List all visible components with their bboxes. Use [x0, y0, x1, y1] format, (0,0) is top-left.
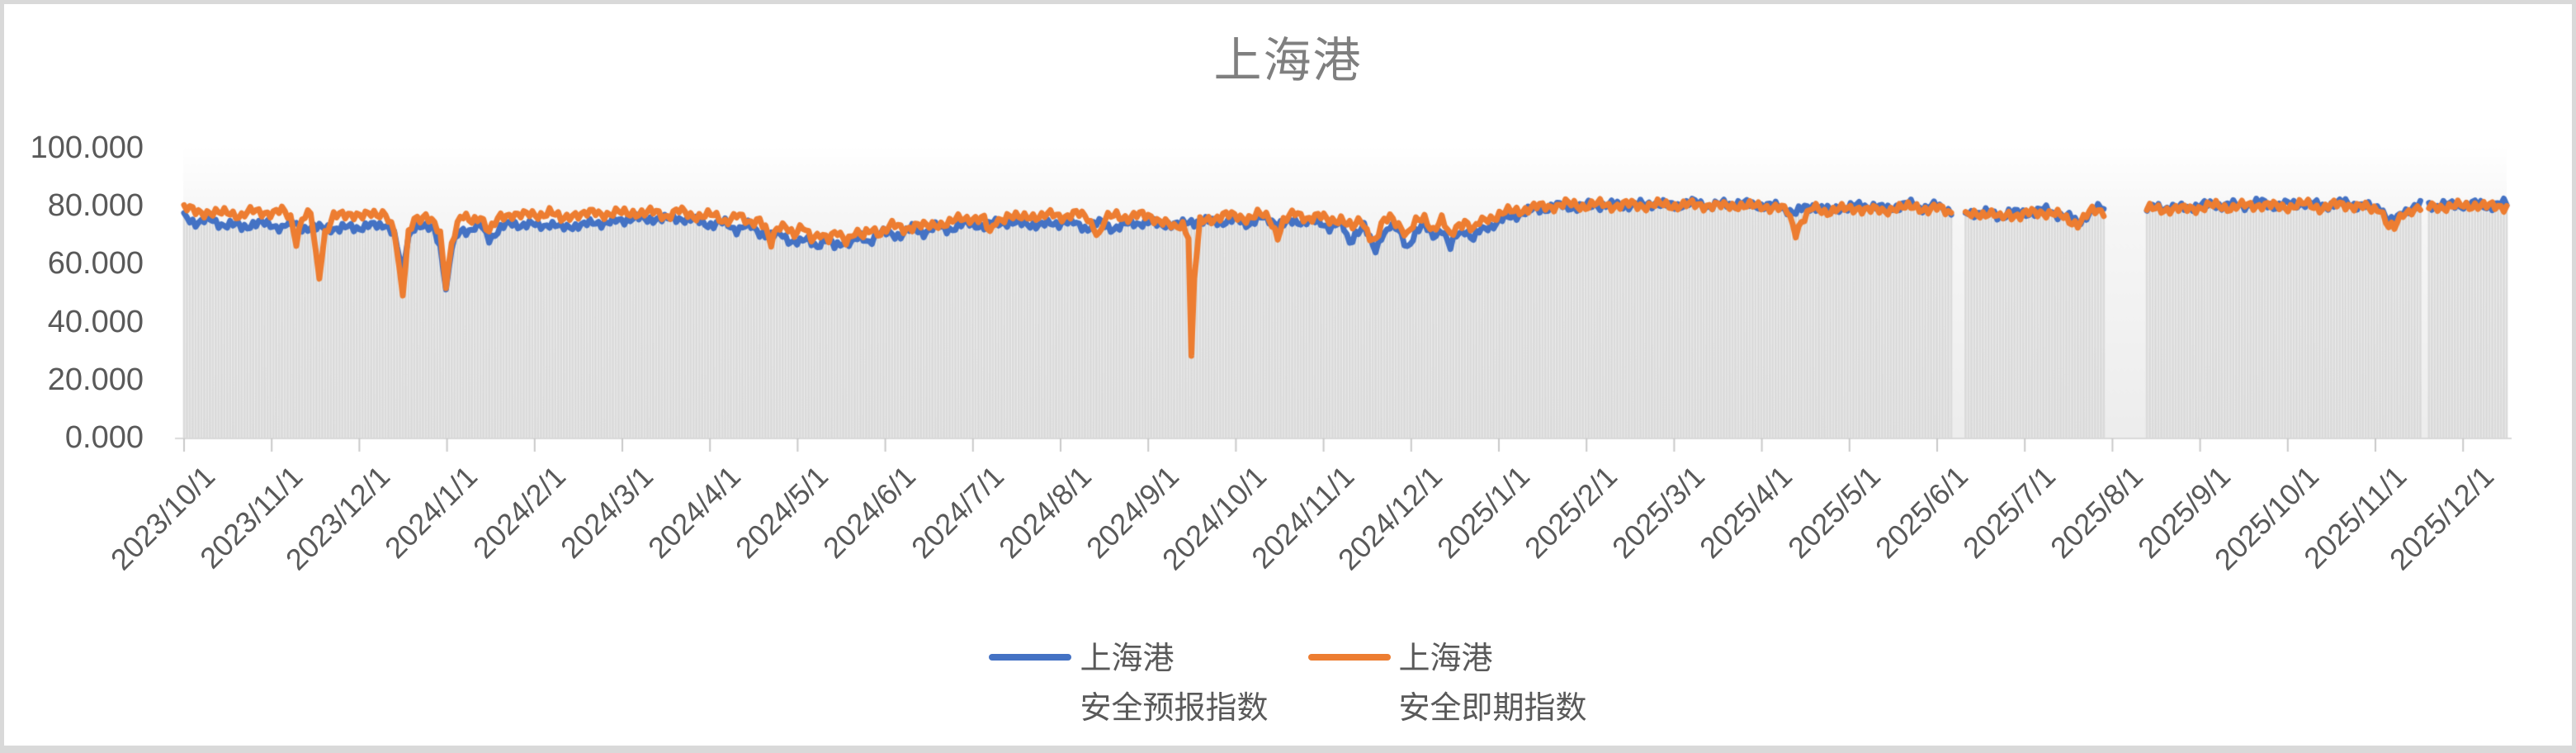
y-axis-label: 100.000: [30, 130, 144, 165]
forecast-series-line-swatch: [989, 654, 1072, 661]
legend-item-forecast-index[interactable]: 上海港 安全预报指数: [989, 634, 1269, 733]
y-axis-label: 60.000: [47, 246, 144, 282]
spot-series-line-swatch: [1307, 654, 1391, 661]
chart-title[interactable]: 上海港: [1213, 34, 1363, 88]
y-axis-label: 40.000: [47, 304, 144, 339]
spot-series-label: 上海港 安全即期指数: [1398, 642, 1587, 726]
legend: 上海港 安全预报指数 上海港 安全即期指数: [0, 634, 2576, 733]
y-axis-label: 0.000: [64, 420, 144, 455]
y-axis-label: 20.000: [47, 362, 144, 397]
y-axis-label: 80.000: [47, 188, 144, 224]
legend-item-spot-index[interactable]: 上海港 安全即期指数: [1307, 634, 1587, 733]
forecast-series-label: 上海港 安全预报指数: [1080, 642, 1269, 726]
